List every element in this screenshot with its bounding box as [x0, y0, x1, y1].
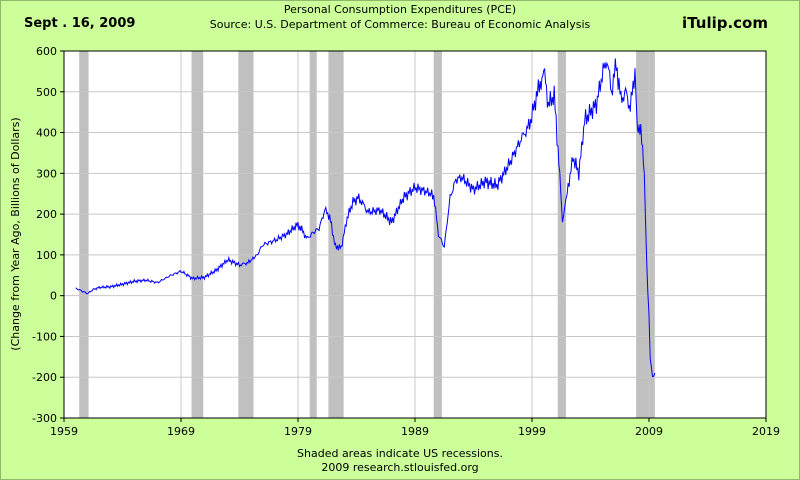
y-tick-label: 100 [36, 249, 57, 262]
recession-band [328, 51, 344, 418]
x-tick-label: 1959 [50, 425, 78, 438]
brand-logo: iTulip.com [682, 14, 768, 32]
x-tick-label: 2009 [635, 425, 663, 438]
x-tick-label: 1969 [167, 425, 195, 438]
y-tick-label: 400 [36, 127, 57, 140]
source-label: Source: U.S. Department of Commerce: Bur… [209, 18, 591, 31]
y-tick-label: -200 [32, 371, 57, 384]
y-axis-ticks: 600 500 400 300 200 100 0 -100 -200 -300 [32, 45, 64, 425]
y-axis-label: (Change from Year Ago, Billions of Dolla… [9, 117, 22, 350]
plot-border [63, 50, 767, 419]
chart-title: Personal Consumption Expenditures (PCE) [283, 3, 517, 16]
y-tick-label: 200 [36, 208, 57, 221]
x-tick-label: 2019 [752, 425, 780, 438]
x-tick-label: 1999 [518, 425, 546, 438]
recession-band [557, 51, 566, 418]
y-tick-label: 0 [50, 290, 57, 303]
x-tick-label: 1979 [284, 425, 312, 438]
recession-band [309, 51, 317, 418]
x-tick-label: 1989 [401, 425, 429, 438]
credit-label: 2009 research.stlouisfed.org [321, 461, 479, 474]
y-tick-label: -100 [32, 330, 57, 343]
y-tick-label: 600 [36, 45, 57, 58]
recession-band [238, 51, 254, 418]
pce-series-line [75, 58, 656, 378]
recession-bands [79, 51, 655, 418]
y-tick-label: 300 [36, 167, 57, 180]
y-tick-label: 500 [36, 86, 57, 99]
recession-band [79, 51, 89, 418]
x-axis-ticks: 1959 1969 1979 1989 1999 2009 2019 [50, 418, 780, 438]
recession-band [191, 51, 204, 418]
y-tick-label: -300 [32, 412, 57, 425]
recession-note: Shaded areas indicate US recessions. [297, 447, 503, 460]
date-label: Sept . 16, 2009 [24, 16, 136, 31]
